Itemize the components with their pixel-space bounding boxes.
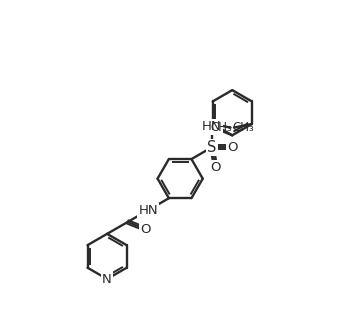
Text: HN: HN	[202, 120, 222, 133]
Text: HN: HN	[138, 204, 158, 216]
Text: O: O	[227, 141, 237, 154]
Text: O: O	[210, 161, 221, 174]
Text: N: N	[102, 272, 112, 285]
Text: CH₃: CH₃	[210, 121, 232, 134]
Text: CH₃: CH₃	[233, 121, 255, 134]
Text: O: O	[140, 223, 151, 235]
Text: S: S	[207, 140, 217, 155]
